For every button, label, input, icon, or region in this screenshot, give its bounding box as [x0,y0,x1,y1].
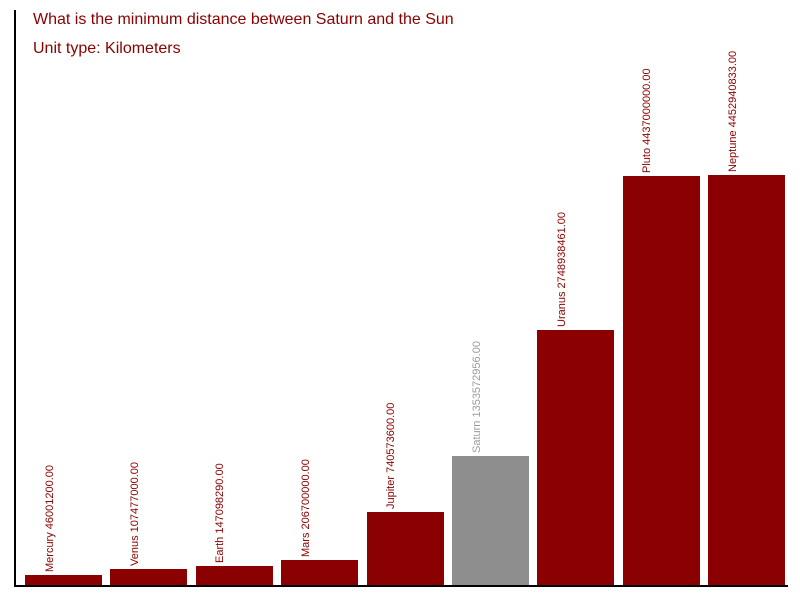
x-axis-line [14,585,788,587]
bar-saturn [452,456,529,585]
bar-label-pluto: Pluto 4437000000.00 [641,68,654,174]
bar-label-mars: Mars 206700000.00 [299,459,312,558]
bar-venus [110,569,188,585]
bar-label-mercury: Mercury 46001200.00 [43,464,56,572]
bar-jupiter [366,511,444,585]
bar-label-earth: Earth 147098290.00 [214,462,227,563]
bar-earth [195,565,273,585]
chart-subtitle: Unit type: Kilometers [33,40,181,57]
bar-neptune [708,175,786,585]
bar-label-venus: Venus 107477000.00 [128,462,141,567]
bar-uranus [537,329,615,585]
bar-label-saturn: Saturn 1353572956.00 [470,341,483,454]
chart-title: What is the minimum distance between Sat… [33,11,454,28]
bar-pluto [622,176,700,585]
bar-mars [281,560,359,585]
y-axis-line [14,10,16,587]
bar-label-neptune: Neptune 4452940833.00 [726,50,739,172]
bar-mercury [25,574,102,585]
bar-label-jupiter: Jupiter 740573600.00 [385,402,398,509]
bar-label-uranus: Uranus 2748938461.00 [555,211,568,327]
